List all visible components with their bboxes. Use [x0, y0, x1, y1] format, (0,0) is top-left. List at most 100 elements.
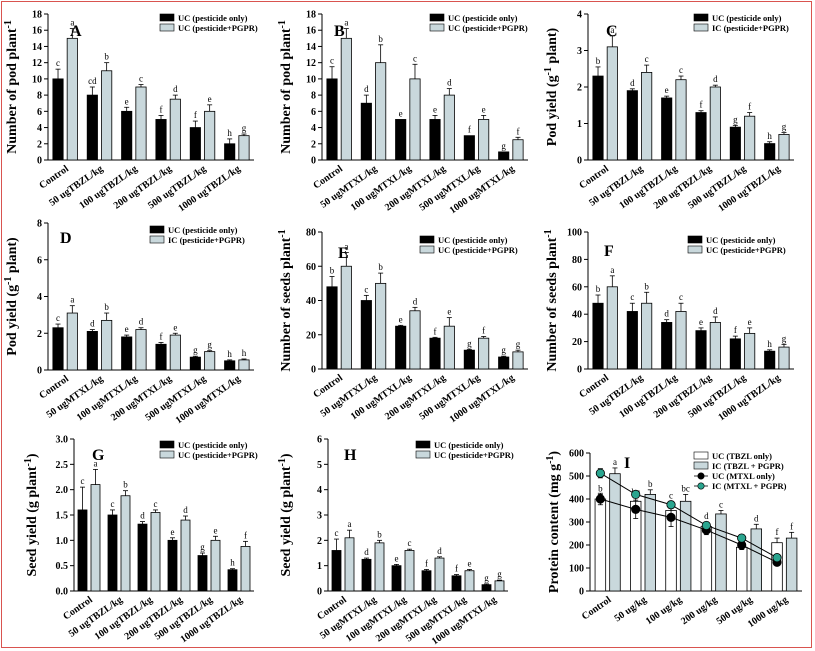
significance-label: f — [160, 331, 163, 341]
significance-label: d — [364, 547, 369, 557]
bar — [197, 555, 208, 592]
significance-label: f — [425, 558, 428, 568]
data-point — [772, 553, 782, 563]
significance-label: e — [482, 104, 486, 114]
bar — [709, 86, 721, 161]
bar — [481, 584, 492, 592]
data-point — [737, 533, 747, 543]
legend-marker — [697, 472, 705, 480]
legend-swatch — [159, 23, 175, 32]
legend-label: UC (pesticide+PGPR) — [438, 245, 518, 255]
y-tick-label: 14 — [32, 42, 42, 53]
bar — [101, 319, 113, 371]
bar — [101, 70, 113, 161]
significance-label: b — [598, 483, 603, 493]
significance-label: f — [516, 126, 519, 136]
bar — [375, 282, 387, 370]
significance-label: e — [748, 317, 752, 327]
legend-swatch — [149, 225, 165, 234]
legend-label: UC (pesticide only) — [706, 235, 776, 245]
legend-label: UC (pesticide only) — [434, 440, 504, 450]
bar — [90, 484, 101, 592]
bar — [744, 115, 756, 161]
y-tick-label: 4 — [577, 10, 582, 21]
y-axis-label-main: Pod yield (g — [545, 75, 560, 146]
y-axis-label-superscript: -1 — [277, 458, 288, 466]
significance-label: b — [330, 266, 335, 276]
bar — [451, 575, 462, 592]
y-axis-label-main: Pod yield (g — [5, 285, 20, 356]
significance-label: c — [679, 65, 683, 75]
significance-label: a — [94, 458, 98, 468]
significance-label: a — [70, 18, 74, 28]
legend-swatch — [693, 451, 709, 460]
significance-label: g — [501, 345, 506, 355]
y-tick-label: 2 — [317, 536, 322, 547]
significance-label: d — [413, 296, 418, 306]
y-axis-label-superscript: -1 — [277, 229, 288, 237]
data-point — [631, 504, 641, 514]
bar — [120, 495, 131, 592]
significance-label: f — [244, 530, 247, 540]
y-tick-label: 6 — [311, 107, 316, 118]
bar — [463, 135, 475, 161]
significance-label: c — [56, 58, 60, 68]
bar — [86, 331, 98, 371]
bar — [736, 546, 748, 592]
significance-label: b — [648, 479, 653, 489]
bar — [434, 557, 445, 592]
data-point — [595, 494, 605, 504]
bar — [463, 349, 475, 370]
bar — [429, 337, 441, 370]
y-axis-label-superscript: -1 — [543, 229, 554, 237]
significance-label: d — [437, 546, 442, 556]
y-tick-label: 200 — [569, 541, 584, 552]
significance-label: f — [434, 326, 437, 336]
bar — [729, 338, 741, 370]
y-tick-label: 0 — [37, 156, 42, 167]
bar — [395, 325, 407, 370]
bar — [340, 37, 352, 161]
x-tick-label: 1000 ugMTXL/kg — [174, 373, 243, 426]
significance-label: f — [734, 325, 737, 335]
bar — [238, 135, 250, 161]
significance-label: c — [364, 284, 368, 294]
y-axis-label: Number of pod plant-1 — [277, 20, 294, 154]
panel-letter: F — [604, 243, 614, 260]
bar — [750, 528, 763, 592]
significance-label: h — [227, 128, 232, 138]
y-axis-label-main: Number of seeds plant — [279, 237, 294, 371]
bar — [700, 526, 713, 592]
bar — [679, 500, 692, 592]
bar — [606, 286, 618, 370]
x-tick-label: 100 ugMTXL/kg — [349, 163, 414, 213]
data-point — [701, 520, 711, 531]
significance-label: f — [160, 104, 163, 114]
bar — [121, 336, 133, 371]
y-tick-label: 500 — [569, 472, 584, 483]
bar — [66, 312, 78, 371]
y-tick-label: 4 — [37, 123, 42, 134]
significance-label: h — [242, 348, 247, 358]
significance-label: c — [81, 476, 85, 486]
y-tick-label: 2.0 — [56, 485, 69, 496]
bar — [512, 139, 524, 161]
panel-G: 0.0 0.5 1.0 1.5 2.0 2.5 3.0 Seed yield (g plant… — [23, 435, 258, 646]
bar — [375, 62, 387, 161]
bar — [695, 330, 707, 370]
bar — [421, 570, 432, 592]
bar — [361, 558, 372, 592]
legend-label: UC (pesticide+PGPR) — [448, 23, 528, 33]
bar — [744, 332, 756, 370]
bar — [443, 325, 455, 370]
significance-label: c — [330, 56, 334, 66]
bar — [189, 356, 201, 371]
x-tick-label: 200 ugTBZL/kg — [652, 372, 714, 420]
significance-label: d — [173, 84, 178, 94]
significance-label: b — [104, 52, 109, 62]
significance-label: h — [767, 339, 772, 349]
x-tick-label: 200 ugTBZL/kg — [112, 163, 174, 211]
bar — [238, 359, 250, 371]
